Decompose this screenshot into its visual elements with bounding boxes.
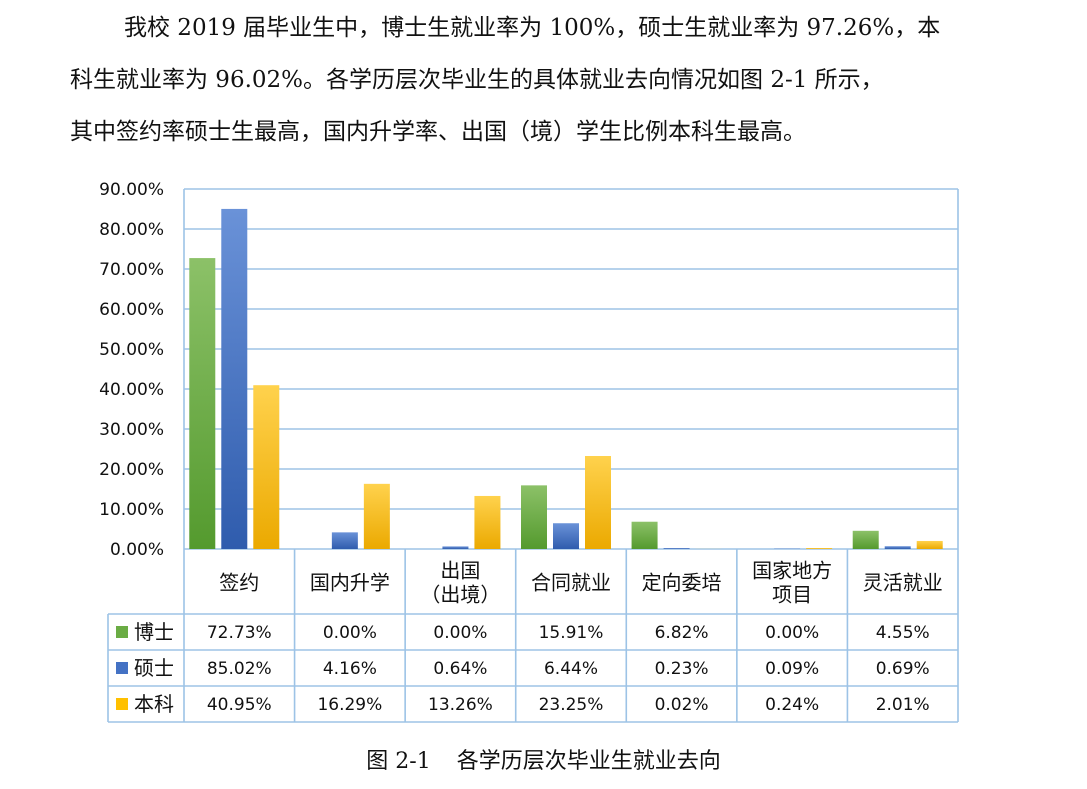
- bar-博士-定向委培: [631, 521, 658, 549]
- data-label: 40.95%: [207, 695, 272, 715]
- data-label: 72.73%: [207, 623, 272, 643]
- paragraph-line-2: 科生就业率为 96.02%。各学历层次毕业生的具体就业去向情况如图 2-1 所示…: [70, 67, 884, 93]
- bar-本科-签约: [253, 385, 280, 549]
- y-tick-label: 10.00%: [99, 500, 164, 520]
- category-label: 国内升学: [310, 571, 390, 595]
- legend-label: 本科: [134, 692, 174, 716]
- data-label: 15.91%: [539, 623, 604, 643]
- bar-硕士-出国（出境）: [442, 546, 469, 549]
- data-label: 0.64%: [433, 659, 487, 679]
- legend-label: 硕士: [134, 656, 174, 680]
- paragraph-line-3: 其中签约率硕士生最高，国内升学率、出国（境）学生比例本科生最高。: [70, 119, 806, 145]
- data-label: 0.24%: [765, 695, 819, 715]
- category-label: 灵活就业: [863, 571, 943, 595]
- data-label: 0.00%: [323, 623, 377, 643]
- bar-硕士-定向委培: [663, 548, 690, 549]
- category-label: 项目: [772, 583, 812, 607]
- legend-label: 博士: [134, 620, 174, 644]
- bar-硕士-国内升学: [331, 532, 358, 549]
- y-tick-label: 80.00%: [99, 220, 164, 240]
- bar-硕士-合同就业: [553, 523, 579, 549]
- bar-博士-灵活就业: [852, 530, 879, 549]
- data-label: 0.02%: [655, 695, 709, 715]
- data-label: 0.09%: [765, 659, 819, 679]
- category-label: 定向委培: [642, 571, 722, 595]
- bar-本科-合同就业: [585, 456, 611, 549]
- bar-本科-国家地方项目: [806, 548, 833, 549]
- data-label: 2.01%: [876, 695, 930, 715]
- data-label: 23.25%: [539, 695, 604, 715]
- bar-博士-签约: [189, 258, 216, 549]
- y-tick-label: 40.00%: [99, 380, 164, 400]
- y-tick-label: 70.00%: [99, 260, 164, 280]
- y-tick-label: 30.00%: [99, 420, 164, 440]
- bar-本科-国内升学: [363, 483, 390, 549]
- y-tick-label: 90.00%: [99, 180, 164, 200]
- bar-本科-出国（出境）: [474, 495, 501, 549]
- y-tick-label: 0.00%: [110, 540, 164, 560]
- category-label: 签约: [219, 571, 259, 595]
- category-label: 出国: [440, 559, 480, 583]
- category-label: 合同就业: [531, 571, 611, 595]
- legend-swatch-硕士: [116, 662, 128, 674]
- figure-title: 各学历层次毕业生就业去向: [456, 749, 721, 774]
- figure-caption: 图 2-1 各学历层次毕业生就业去向: [0, 743, 1087, 775]
- category-label: （出境）: [420, 583, 500, 607]
- data-label: 13.26%: [428, 695, 493, 715]
- category-label: 国家地方: [752, 559, 832, 583]
- legend-swatch-博士: [116, 626, 128, 638]
- y-tick-label: 50.00%: [99, 340, 164, 360]
- data-label: 6.82%: [655, 623, 709, 643]
- data-label: 0.23%: [655, 659, 709, 679]
- data-label: 16.29%: [317, 695, 382, 715]
- y-tick-label: 20.00%: [99, 460, 164, 480]
- data-label: 4.16%: [323, 659, 377, 679]
- bar-本科-灵活就业: [916, 540, 943, 549]
- paragraph-line-1: 我校 2019 届毕业生中，博士生就业率为 100%，硕士生就业率为 97.26…: [124, 15, 941, 41]
- legend-swatch-本科: [116, 698, 128, 710]
- data-label: 0.69%: [876, 659, 930, 679]
- figure-number: 图 2-1: [366, 749, 431, 774]
- data-label: 6.44%: [544, 659, 598, 679]
- y-tick-label: 60.00%: [99, 300, 164, 320]
- bar-硕士-灵活就业: [884, 546, 911, 549]
- data-label: 0.00%: [765, 623, 819, 643]
- bar-硕士-签约: [221, 208, 248, 550]
- bar-博士-合同就业: [521, 485, 547, 549]
- data-label: 85.02%: [207, 659, 272, 679]
- data-label: 0.00%: [433, 623, 487, 643]
- data-label: 4.55%: [876, 623, 930, 643]
